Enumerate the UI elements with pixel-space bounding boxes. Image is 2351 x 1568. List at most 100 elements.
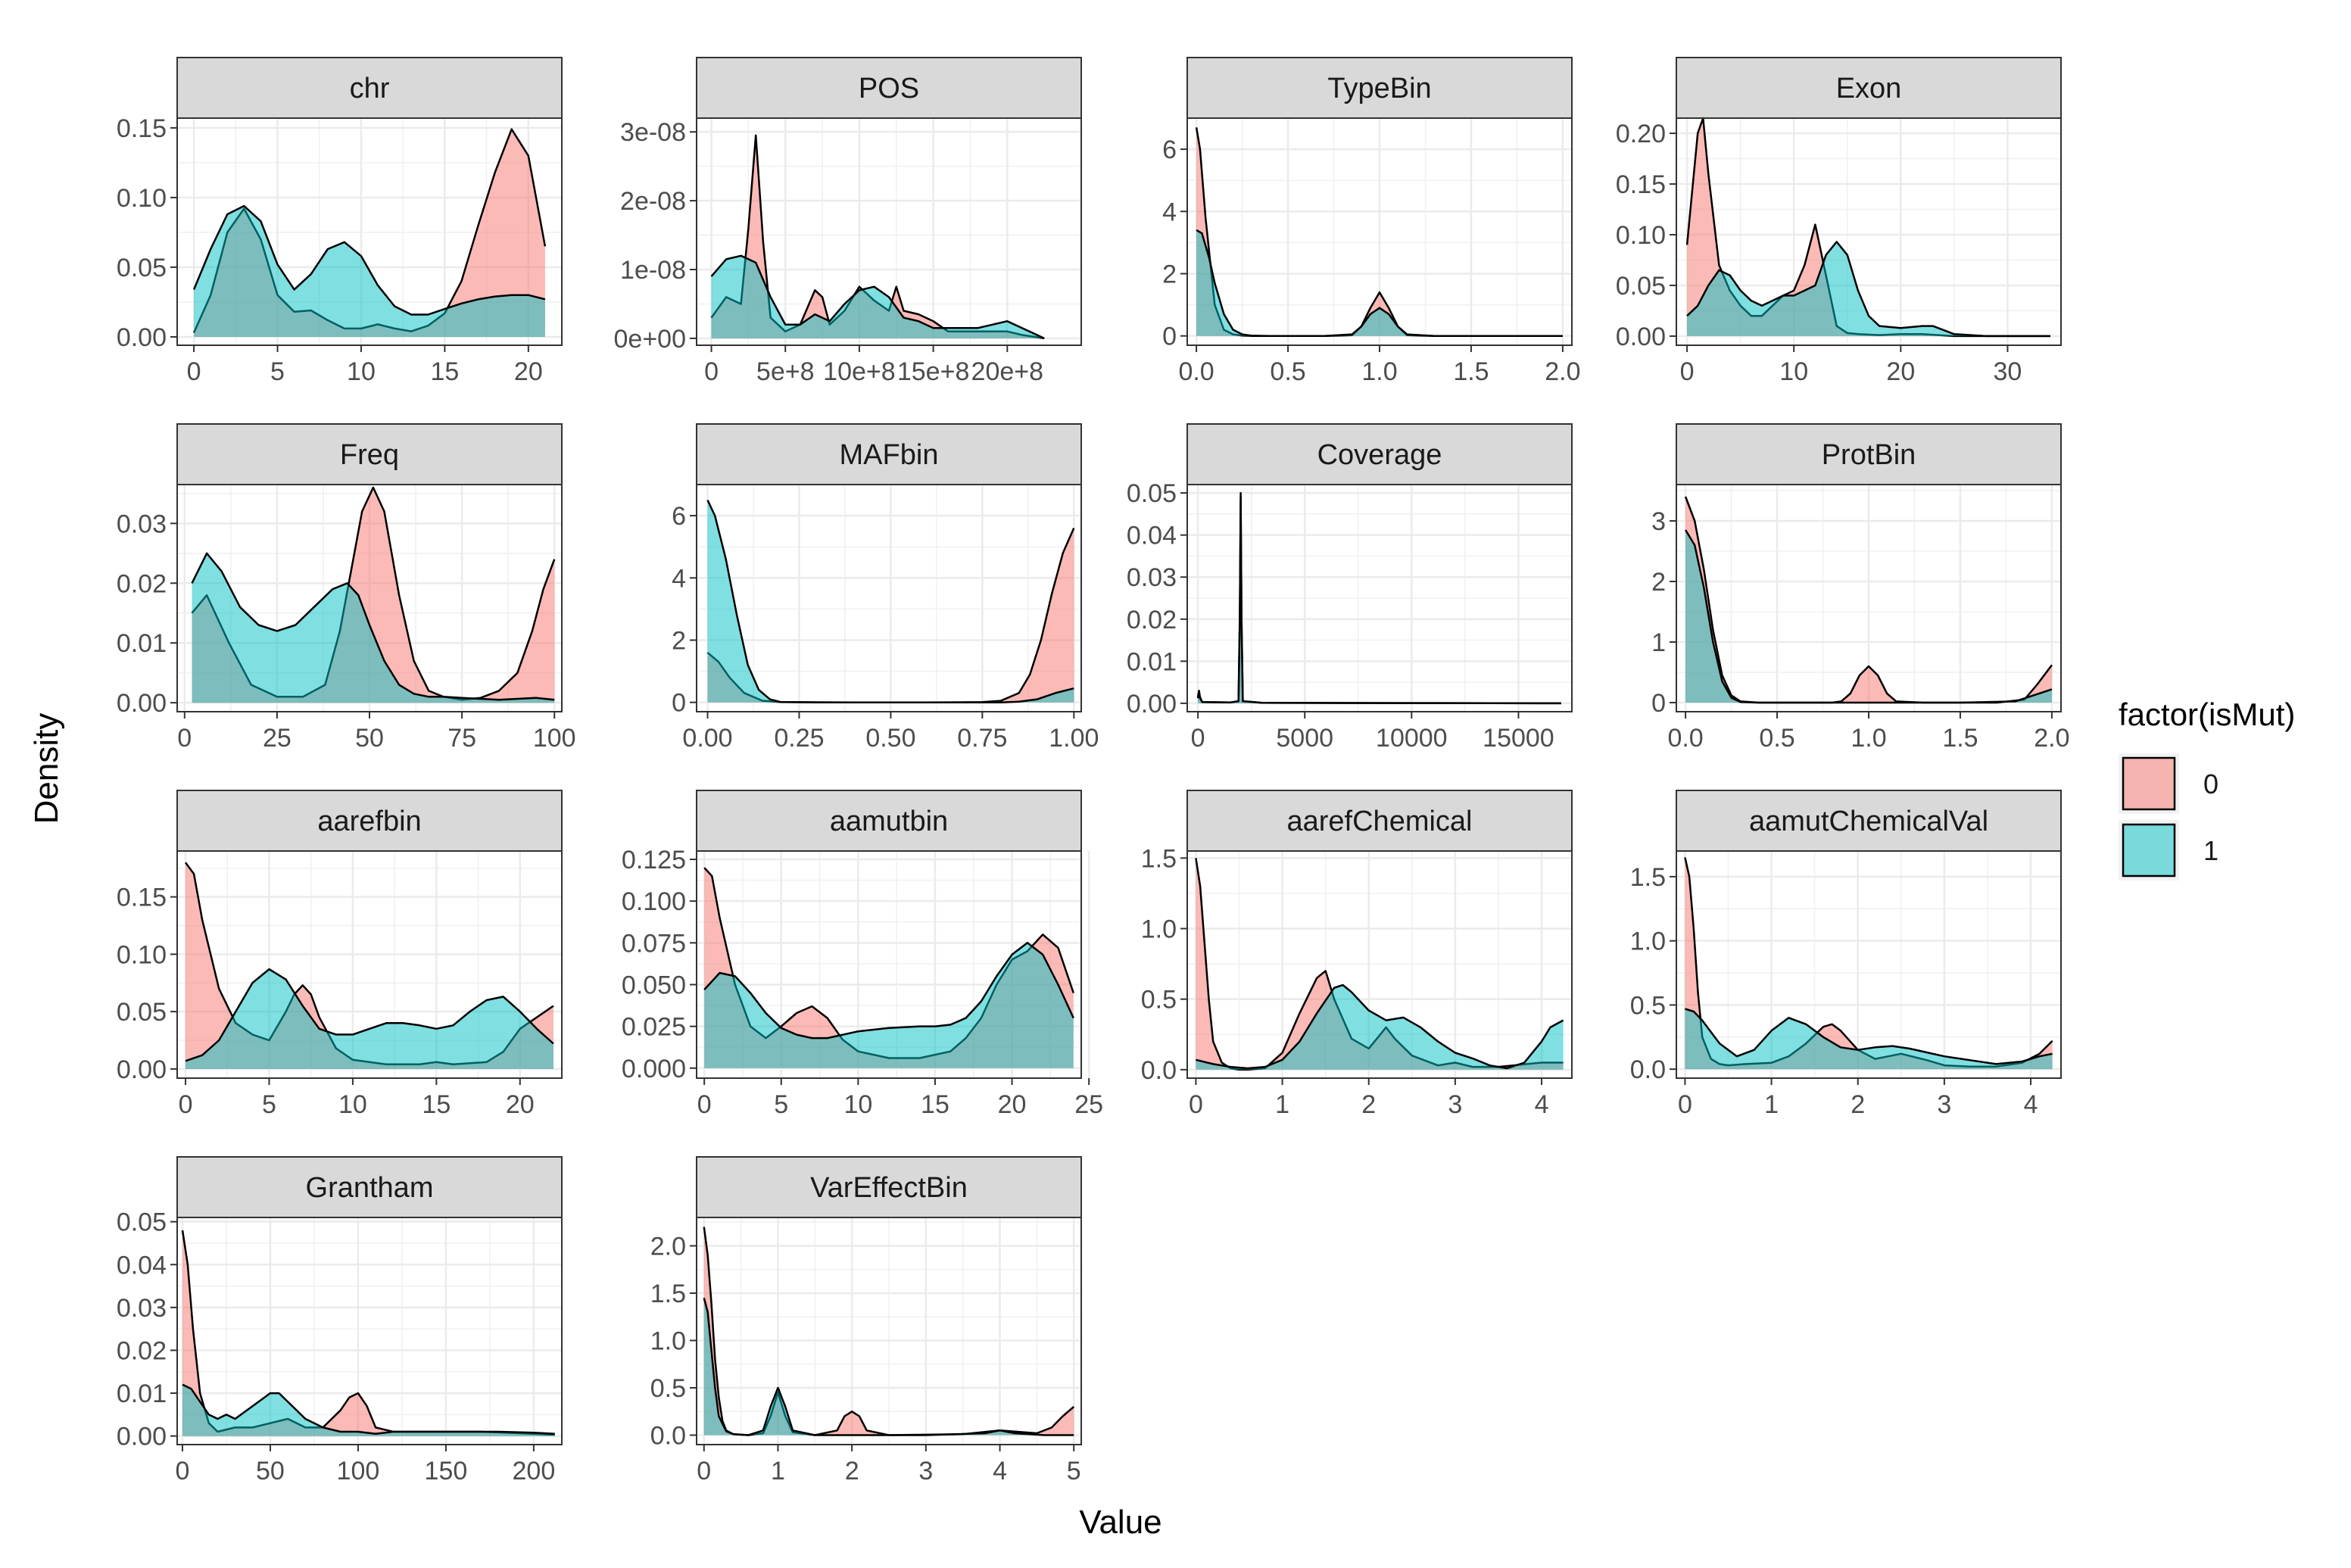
density-line-isMut-1 (1686, 241, 2050, 338)
x-tick-label: 3 (1937, 1090, 1951, 1119)
x-tick-label: 25 (263, 724, 292, 753)
y-tick-label: 0.0 (650, 1422, 686, 1451)
facet-panel-aamutbin: aamutbin 0 5 10 15 20 25 0.000 0.025 0.050 0.075 0.… (622, 790, 1103, 1119)
x-tick-label: 1.0 (1361, 357, 1397, 386)
y-tick-label: 1.0 (1630, 927, 1666, 956)
density-area-isMut-1 (1687, 242, 2050, 336)
facet-strip-label: aamutbin (830, 806, 948, 837)
x-tick-label: 1.5 (1942, 724, 1978, 753)
facet-strip-label: Grantham (306, 1172, 434, 1204)
y-tick-label: 1.0 (1141, 915, 1177, 943)
x-tick-label: 0 (704, 357, 719, 386)
legend-title: factor(isMut) (2119, 697, 2295, 732)
x-tick-label: 1.0 (1851, 724, 1886, 753)
y-tick-label: 0.03 (117, 510, 167, 538)
x-tick-label: 0.50 (865, 724, 915, 753)
y-tick-label: 0 (672, 689, 686, 718)
panel-border (696, 117, 1082, 346)
density-line-isMut-1 (1196, 496, 1561, 705)
panel-border (696, 850, 1082, 1079)
x-tick-label: 0 (1678, 1090, 1692, 1119)
x-tick-label: 10 (338, 1090, 367, 1119)
panel-border (1676, 850, 2062, 1079)
panel-border (696, 484, 1082, 712)
facet-panel-ProtBin: ProtBin 0.0 0.5 1.0 1.5 2.0 0 1 2 3 (1651, 423, 2070, 753)
x-tick-label: 4 (2024, 1090, 2038, 1119)
y-tick-label: 0e+00 (614, 325, 687, 354)
x-tick-label: 5e+8 (756, 357, 815, 386)
density-line-isMut-1 (706, 499, 1074, 703)
facet-panel-Exon: Exon 0 10 20 30 0.00 0.05 0.10 0.15 0.20 (1616, 57, 2062, 386)
y-tick-label: 0.00 (117, 323, 167, 352)
density-area-isMut-1 (711, 255, 1045, 338)
density-line-isMut-1 (1196, 984, 1564, 1070)
x-tick-label: 3 (918, 1457, 933, 1485)
x-tick-label: 0 (1189, 1090, 1203, 1119)
x-tick-label: 15000 (1483, 724, 1554, 753)
density-area-isMut-0 (1196, 127, 1563, 336)
legend-key-1 (2122, 823, 2176, 878)
density-line-isMut-1 (1196, 229, 1563, 337)
facet-strip-label: VarEffectBin (810, 1172, 968, 1204)
y-tick-label: 0.15 (117, 114, 167, 143)
y-tick-label: 0.000 (622, 1055, 686, 1083)
y-tick-label: 6 (672, 502, 686, 531)
facet-strip (1676, 423, 2062, 485)
x-tick-label: 2 (1361, 1090, 1376, 1119)
density-line-isMut-1 (1685, 529, 2053, 704)
x-tick-label: 0 (175, 1457, 189, 1485)
y-tick-label: 3 (1651, 507, 1666, 536)
y-tick-label: 0.00 (1127, 690, 1177, 719)
x-tick-label: 0 (1191, 724, 1205, 753)
x-tick-label: 0 (1680, 357, 1695, 386)
y-tick-label: 0.01 (1127, 647, 1177, 676)
y-tick-label: 0.02 (117, 1336, 167, 1365)
x-tick-label: 0 (187, 357, 201, 386)
x-tick-label: 75 (447, 724, 476, 753)
x-tick-label: 100 (533, 724, 576, 753)
density-line-isMut-1 (192, 204, 546, 316)
y-tick-label: 0.20 (1616, 120, 1666, 148)
y-tick-label: 0.025 (622, 1013, 686, 1042)
x-tick-label: 30 (1994, 357, 2022, 386)
y-tick-label: 0.00 (1616, 323, 1666, 351)
y-tick-label: 0.100 (622, 887, 686, 916)
facet-panel-Freq: Freq 0 25 50 75 100 0.00 0.01 0.02 0.03 (117, 423, 576, 753)
density-area-isMut-1 (182, 1384, 555, 1436)
x-tick-label: 0.00 (682, 724, 732, 753)
y-tick-label: 0.00 (117, 1055, 167, 1084)
density-line-isMut-1 (182, 1383, 555, 1436)
density-area-isMut-1 (1685, 530, 2052, 703)
x-tick-label: 10000 (1376, 724, 1448, 753)
x-tick-label: 1 (1275, 1090, 1289, 1119)
x-tick-label: 10 (1779, 357, 1808, 386)
y-tick-label: 0.05 (1127, 479, 1177, 508)
y-tick-label: 0.10 (117, 184, 167, 213)
x-tick-label: 5 (1067, 1457, 1081, 1485)
x-tick-label: 2 (1851, 1090, 1865, 1119)
legend-key-0 (2122, 756, 2176, 811)
y-tick-label: 0.05 (1616, 272, 1666, 301)
x-tick-label: 0 (697, 1090, 712, 1119)
density-area-isMut-1 (707, 500, 1074, 703)
facet-strip-label: MAFbin (840, 439, 939, 471)
facet-strip-label: Freq (340, 439, 399, 471)
x-tick-label: 4 (993, 1457, 1007, 1485)
x-tick-label: 50 (256, 1457, 285, 1485)
density-line-isMut-1 (710, 254, 1045, 340)
x-tick-label: 5 (774, 1090, 788, 1119)
y-tick-label: 0.15 (117, 884, 167, 912)
facet-panel-TypeBin: TypeBin 0.0 0.5 1.0 1.5 2.0 0 2 4 6 (1162, 57, 1581, 386)
y-tick-label: 4 (1162, 198, 1177, 226)
y-tick-label: 0.15 (1616, 170, 1666, 199)
facet-strip-label: aarefbin (317, 806, 421, 837)
density-area-isMut-1 (1196, 229, 1563, 336)
y-tick-label: 0.125 (622, 846, 686, 874)
y-tick-label: 0.5 (1141, 986, 1177, 1015)
x-tick-label: 20 (506, 1090, 535, 1119)
density-line-isMut-1 (1685, 1008, 2053, 1065)
facet-panel-MAFbin: MAFbin 0.00 0.25 0.50 0.75 1.00 0 2 4 6 (672, 423, 1099, 753)
y-tick-label: 2 (672, 626, 686, 655)
x-tick-label: 4 (1535, 1090, 1549, 1119)
